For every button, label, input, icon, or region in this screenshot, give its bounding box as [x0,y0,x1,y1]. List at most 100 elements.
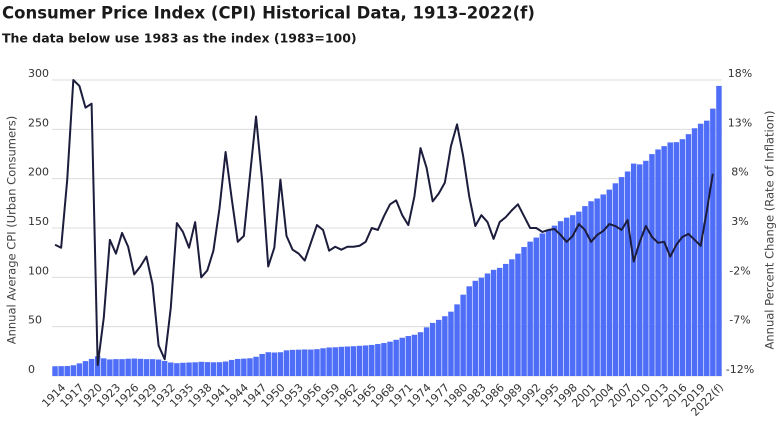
bar [82,361,89,376]
bar [241,358,247,376]
bar [344,346,351,376]
y2-axis-label: Annual Percent Change (Rate of Inflation… [763,111,777,350]
bar [198,361,204,376]
bar [472,280,479,376]
bar [88,358,95,376]
bar [710,108,716,376]
bar [289,349,296,376]
bar [539,233,546,376]
bar [381,343,387,376]
bar [655,149,661,376]
bar [350,346,357,376]
bar [582,206,588,376]
bar [521,247,527,376]
bar [222,361,229,376]
bar [478,277,485,376]
bar [174,363,180,376]
y-axis-label: Annual Average CPI (Urban Consumers) [5,116,19,345]
bar [64,366,70,376]
bar [600,194,606,376]
bar [606,189,613,376]
bar [155,359,162,376]
bar [143,359,150,376]
bar [716,85,722,377]
y-tick-label: 200 [28,166,49,179]
bar [417,332,424,376]
bar [283,350,290,376]
bar [679,139,686,376]
bar [216,362,223,376]
bar [399,337,405,376]
y2-tick-label: -12% [726,363,754,376]
bar [76,363,83,376]
y-tick-label: 50 [28,314,42,327]
bar [204,362,211,376]
bar [527,241,533,376]
bar [685,134,692,376]
bar [271,352,278,376]
bar [393,339,399,376]
bar [192,362,198,376]
bar [180,362,186,376]
bar [186,362,192,376]
bar [667,142,673,376]
y2-tick-label: -2% [729,264,750,277]
line [54,79,714,367]
bar [442,316,448,376]
bar [624,171,631,376]
bar [235,358,241,376]
bar [369,344,375,376]
bar [113,359,119,376]
bar [557,221,564,376]
bar [515,253,521,376]
bar [387,341,393,376]
bar [509,259,515,376]
bar [52,366,58,376]
bar [570,215,576,376]
y-tick-label: 150 [28,215,49,228]
bar [161,361,168,376]
bar [125,358,131,376]
bar [131,358,137,376]
bar [107,359,113,376]
y-tick-label: 300 [28,67,49,80]
bar [119,359,125,376]
y-tick-label: 100 [28,264,49,277]
bar [253,356,259,376]
bar [496,267,503,376]
y2-tick-label: 3% [731,215,748,228]
bar [356,345,363,376]
bar [314,349,320,376]
bar [247,358,253,376]
bar [137,358,144,376]
bar [630,163,637,376]
bar [576,211,582,376]
bar [362,345,369,376]
bar [643,160,649,376]
y2-tick-label: 18% [728,67,752,80]
bar [429,322,436,376]
bar [265,352,271,376]
bar [320,348,326,376]
bar [228,359,235,376]
bar [704,120,710,376]
bar [101,358,107,376]
bar [661,146,667,376]
bar [503,263,509,376]
bar [70,365,77,376]
chart-title: Consumer Price Index (CPI) Historical Da… [2,4,535,23]
bar [454,304,460,376]
bar [338,346,345,376]
bar [563,217,570,376]
y-tick-label: 250 [28,116,49,129]
bar [545,229,552,376]
bar [405,336,412,376]
bar [460,294,466,376]
bar [295,349,302,376]
bar [697,123,704,376]
bar [673,142,680,376]
bar [594,198,600,376]
y2-tick-label: -7% [729,314,750,327]
bar [302,349,308,376]
